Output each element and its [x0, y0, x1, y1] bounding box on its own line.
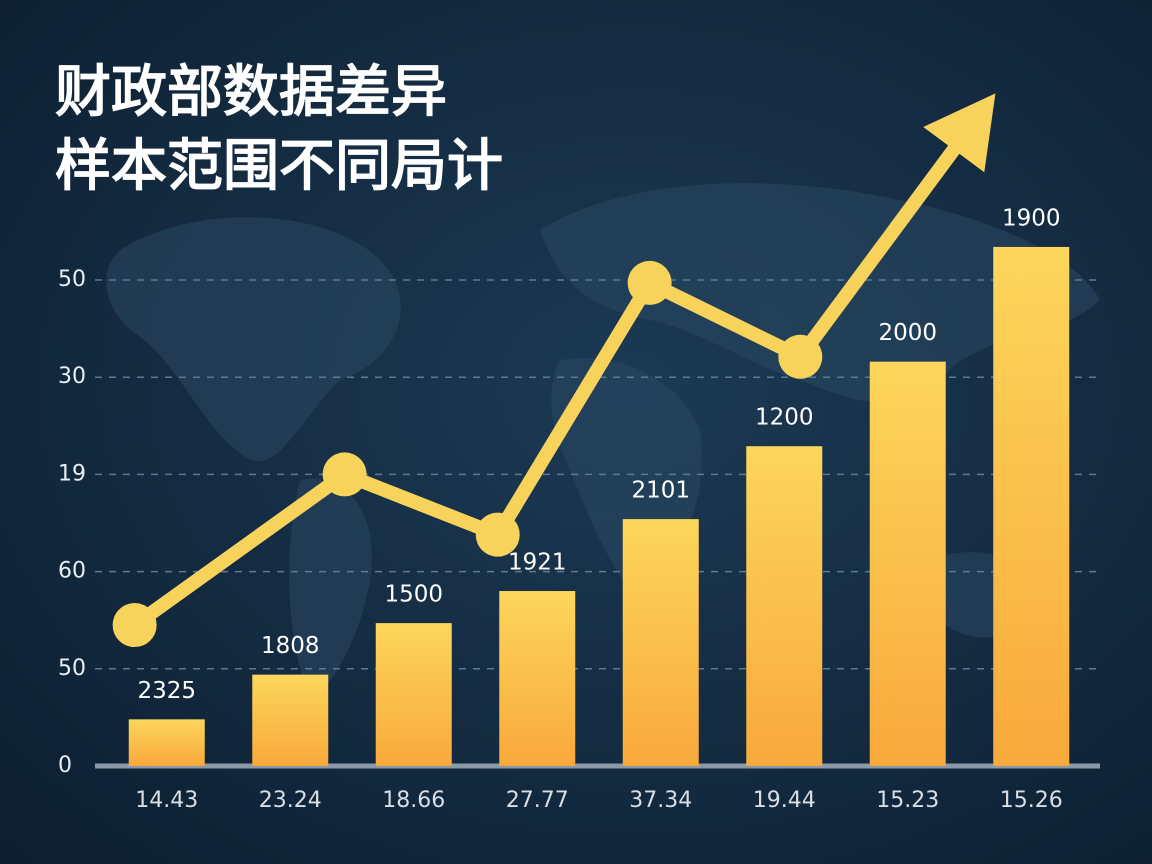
y-tick-label: 30	[58, 364, 86, 389]
title-line: 样本范围不同局计	[55, 134, 503, 199]
x-tick-label: 15.23	[876, 788, 939, 813]
data-label: 1200	[755, 405, 814, 431]
trend-marker	[112, 603, 157, 648]
x-tick-label: 18.66	[382, 788, 445, 813]
bar	[252, 674, 329, 766]
data-label: 1500	[384, 582, 443, 608]
data-label: 1808	[261, 633, 320, 659]
data-label: 1921	[508, 550, 567, 576]
x-tick-label: 23.24	[259, 788, 322, 813]
data-label: 1900	[1002, 205, 1061, 231]
trend-line	[127, 134, 967, 633]
x-tick-label: 15.26	[1000, 788, 1063, 813]
trend-marker	[627, 260, 672, 305]
data-label: 2000	[878, 320, 937, 346]
y-tick-label: 60	[58, 559, 86, 584]
x-tick-label: 27.77	[506, 788, 569, 813]
y-tick-label: 50	[58, 656, 86, 681]
arrow-head	[923, 93, 996, 173]
data-label: 2325	[137, 678, 196, 704]
world-map	[106, 183, 1100, 700]
y-tick-label: 0	[58, 753, 72, 778]
bar	[128, 719, 205, 766]
trend-marker	[475, 512, 520, 557]
bar	[499, 591, 576, 766]
x-tick-label: 37.34	[629, 788, 692, 813]
x-tick-label: 19.44	[753, 788, 816, 813]
trend-marker	[322, 452, 367, 497]
data-label: 2101	[631, 478, 690, 504]
title-line: 财政部数据差异	[55, 60, 447, 125]
bar	[622, 519, 699, 766]
x-tick-label: 14.43	[135, 788, 198, 813]
y-tick-label: 50	[58, 267, 86, 292]
bar	[746, 446, 823, 766]
trend-marker	[778, 334, 823, 379]
bar	[993, 246, 1070, 766]
bar	[869, 361, 946, 766]
bar	[375, 623, 452, 766]
y-tick-label: 19	[58, 461, 86, 486]
